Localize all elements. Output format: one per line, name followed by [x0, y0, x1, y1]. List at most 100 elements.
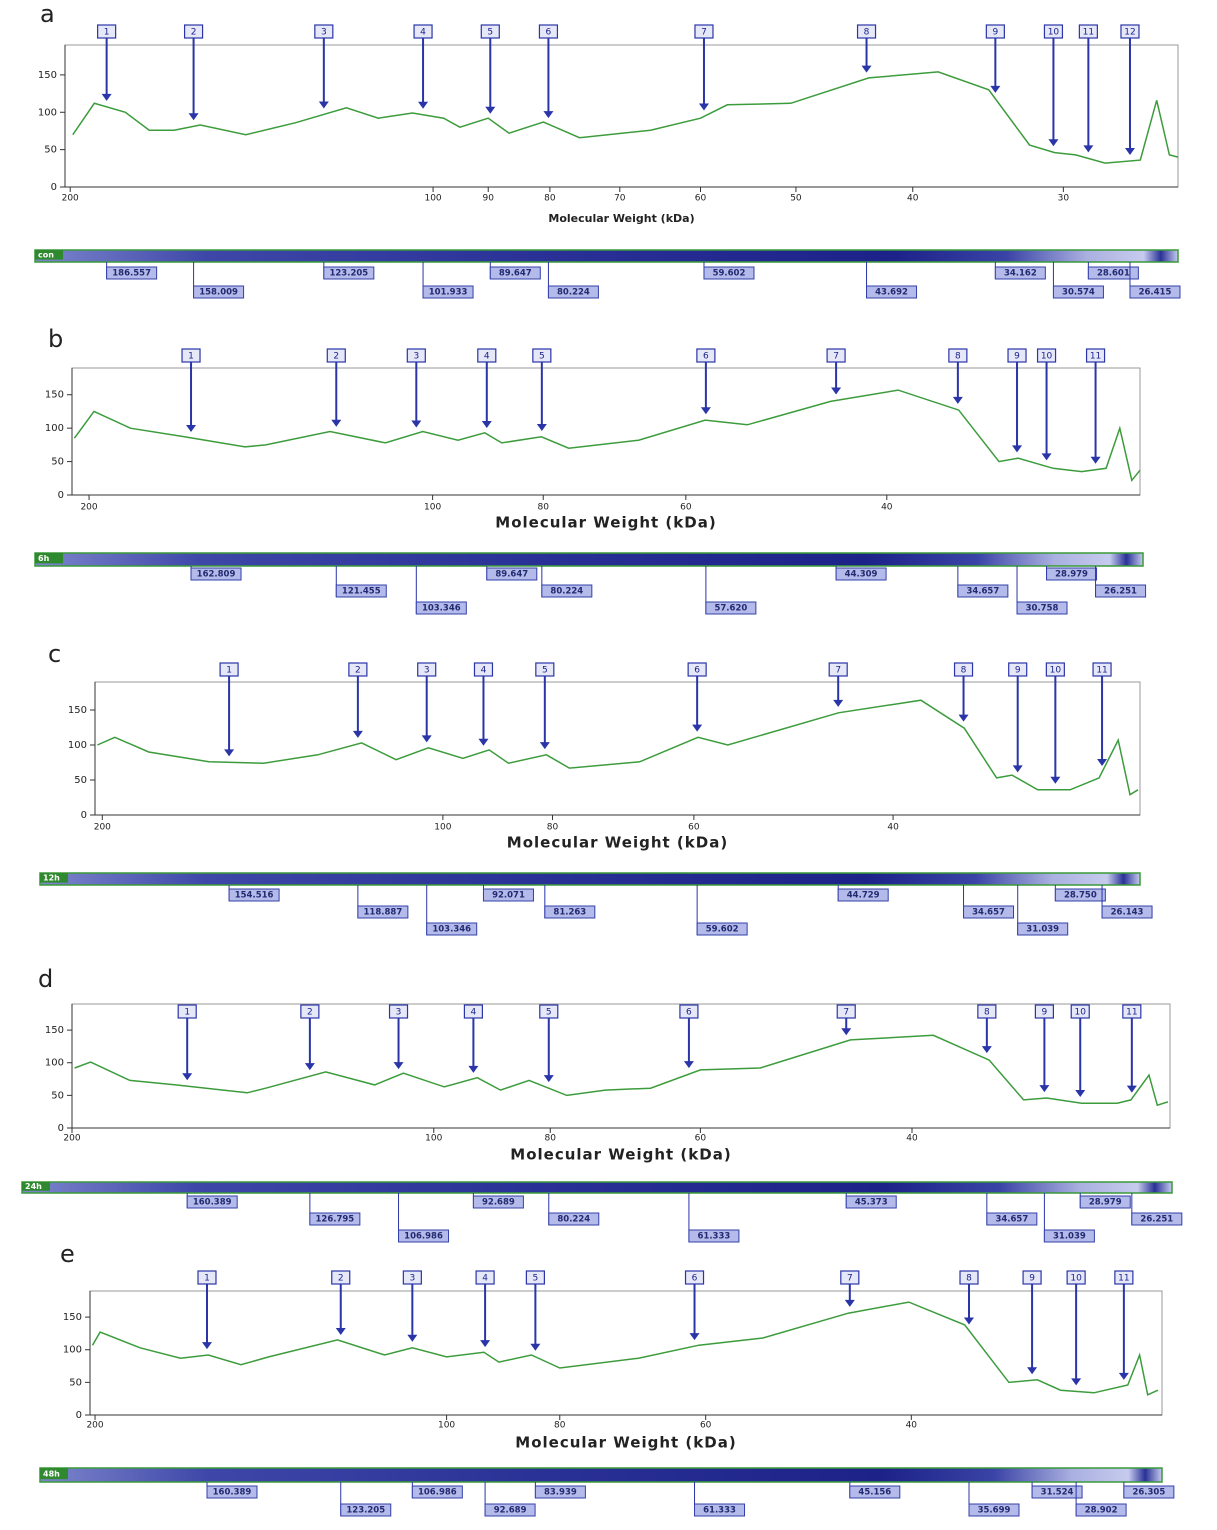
arrow-head [1012, 445, 1022, 452]
peak-number: 10 [1050, 666, 1062, 676]
peak-number: 8 [864, 28, 870, 38]
peak-number: 5 [487, 28, 493, 38]
x-tick-label: 100 [438, 1421, 455, 1431]
arrow-head [540, 742, 550, 749]
x-tick-label: 30 [1058, 194, 1070, 204]
x-tick-label: 200 [63, 1134, 80, 1144]
arrow-head [959, 715, 969, 722]
arrow-head [1119, 1373, 1129, 1380]
y-tick-label: 150 [68, 705, 87, 716]
band-label: 28.979 [1055, 570, 1088, 580]
x-tick-label: 80 [538, 503, 550, 513]
y-tick-label: 100 [63, 1345, 82, 1356]
peak-number: 6 [694, 666, 700, 676]
arrow-head [319, 101, 329, 108]
peak-number: 6 [686, 1008, 692, 1018]
arrow-head [699, 103, 709, 110]
band-label: 160.389 [213, 1488, 252, 1498]
arrow-head [394, 1062, 404, 1069]
panel-label: d [38, 965, 53, 993]
band-label: 158.009 [199, 288, 238, 298]
arrow-head [1050, 777, 1060, 784]
gel-lane [40, 873, 1140, 885]
arrow-head [202, 1342, 212, 1349]
x-tick-label: 40 [881, 503, 893, 513]
lane-label: 48h [43, 1469, 60, 1478]
arrow-head [964, 1317, 974, 1324]
x-tick-label: 100 [424, 503, 441, 513]
band-label: 89.647 [495, 570, 528, 580]
peak-number: 4 [481, 666, 487, 676]
peak-number: 6 [692, 1274, 698, 1284]
band-label: 162.809 [197, 570, 236, 580]
x-tick-label: 60 [680, 503, 692, 513]
band-label: 35.699 [978, 1506, 1011, 1516]
peak-number: 4 [482, 1274, 488, 1284]
band-label: 89.647 [499, 269, 532, 279]
band-label: 30.574 [1062, 288, 1095, 298]
lane-label: 12h [43, 874, 60, 883]
peak-number: 6 [703, 352, 709, 362]
band-label: 92.689 [482, 1198, 515, 1208]
arrow-head [189, 113, 199, 120]
peak-number: 4 [484, 352, 490, 362]
band-label: 123.205 [346, 1506, 385, 1516]
lane-label: 6h [38, 554, 50, 563]
x-tick-label: 100 [434, 823, 451, 833]
peak-number: 7 [835, 666, 841, 676]
band-label: 31.039 [1026, 925, 1059, 935]
x-tick-label: 70 [614, 194, 626, 204]
peak-number: 3 [413, 352, 419, 362]
arrow-head [530, 1344, 540, 1351]
x-tick-label: 40 [906, 1134, 918, 1144]
plot-frame [72, 368, 1140, 495]
peak-number: 8 [984, 1008, 990, 1018]
peak-number: 11 [1090, 352, 1101, 362]
band-label: 92.689 [494, 1506, 527, 1516]
x-tick-label: 200 [86, 1421, 103, 1431]
peak-number: 5 [542, 666, 548, 676]
gel-lane [35, 553, 1143, 566]
band-label: 59.602 [706, 925, 739, 935]
band-label: 83.939 [544, 1488, 577, 1498]
arrow-head [862, 66, 872, 73]
band-label: 106.986 [404, 1232, 443, 1242]
band-label: 61.333 [698, 1232, 731, 1242]
band-label: 26.143 [1111, 908, 1144, 918]
x-tick-label: 40 [906, 1421, 918, 1431]
peak-number: 1 [188, 352, 194, 362]
arrow-head [692, 725, 702, 732]
arrow-head [1048, 139, 1058, 146]
x-tick-label: 60 [695, 194, 707, 204]
peak-number: 2 [307, 1008, 313, 1018]
band-label: 28.601 [1097, 269, 1130, 279]
panel-label: c [48, 640, 61, 668]
y-tick-label: 100 [68, 740, 87, 751]
arrow-head [833, 700, 843, 707]
arrow-head [480, 1340, 490, 1347]
y-tick-label: 50 [69, 1377, 82, 1388]
page: a05010015020010090807060504030Molecular … [0, 0, 1217, 1530]
y-tick-label: 150 [45, 1025, 64, 1036]
x-tick-label: 40 [887, 823, 899, 833]
x-axis-label: Molecular Weight (kDa) [507, 834, 728, 852]
x-tick-label: 200 [94, 823, 111, 833]
peak-number: 6 [546, 28, 552, 38]
band-label: 61.333 [703, 1506, 736, 1516]
peak-number: 2 [191, 28, 197, 38]
panel-label: e [60, 1240, 75, 1268]
band-label: 31.039 [1053, 1232, 1086, 1242]
x-axis-label: Molecular Weight (kDa) [510, 1146, 731, 1164]
peak-number: 8 [955, 352, 961, 362]
band-label: 34.162 [1004, 269, 1037, 279]
band-label: 160.389 [193, 1198, 232, 1208]
figure: a05010015020010090807060504030Molecular … [0, 0, 1217, 1530]
band-label: 80.224 [550, 587, 583, 597]
arrow-head [990, 86, 1000, 93]
panel-label: a [40, 0, 55, 28]
arrow-head [305, 1063, 315, 1070]
lane-label: 24h [25, 1182, 42, 1191]
band-label: 34.657 [972, 908, 1005, 918]
band-label: 44.729 [847, 891, 880, 901]
y-tick-label: 50 [74, 775, 87, 786]
